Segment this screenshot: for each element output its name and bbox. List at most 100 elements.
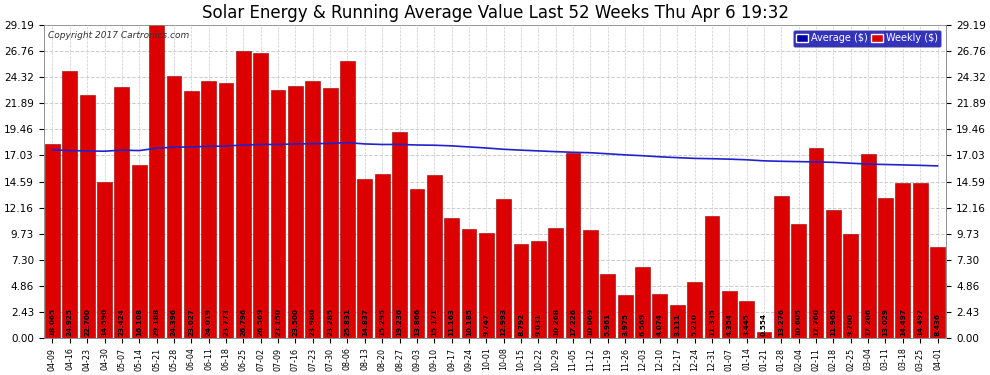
Bar	[514, 244, 529, 338]
Bar	[62, 71, 77, 338]
Bar	[756, 332, 771, 338]
Text: 15.171: 15.171	[432, 308, 438, 336]
Text: 10.605: 10.605	[796, 308, 802, 336]
Bar	[860, 153, 875, 338]
Bar	[201, 81, 216, 338]
Bar	[687, 282, 702, 338]
Bar	[705, 216, 720, 338]
Bar	[913, 183, 928, 338]
Text: 23.027: 23.027	[188, 309, 194, 336]
Text: 11.163: 11.163	[448, 308, 454, 336]
Text: 8.792: 8.792	[518, 313, 524, 336]
Bar	[670, 304, 685, 338]
Bar	[843, 234, 858, 338]
Bar	[132, 165, 147, 338]
Text: 29.188: 29.188	[153, 308, 159, 336]
Text: 22.700: 22.700	[84, 309, 90, 336]
Text: 23.773: 23.773	[223, 309, 229, 336]
Text: 9.747: 9.747	[483, 314, 489, 336]
Bar	[479, 233, 494, 338]
Text: 14.497: 14.497	[900, 308, 906, 336]
Text: 10.268: 10.268	[552, 308, 558, 336]
Text: 13.866: 13.866	[414, 308, 420, 336]
Text: 4.074: 4.074	[657, 314, 663, 336]
Text: 3.445: 3.445	[743, 314, 749, 336]
Bar	[115, 87, 130, 338]
Legend: Average ($), Weekly ($): Average ($), Weekly ($)	[793, 30, 941, 47]
Bar	[323, 88, 338, 338]
Text: 13.029: 13.029	[882, 308, 888, 336]
Bar	[375, 174, 390, 338]
Bar	[80, 94, 94, 338]
Text: 24.396: 24.396	[171, 308, 177, 336]
Bar	[791, 224, 806, 338]
Bar	[341, 61, 354, 338]
Bar	[565, 153, 580, 338]
Bar	[427, 176, 442, 338]
Bar	[270, 90, 285, 338]
Bar	[357, 179, 372, 338]
Bar	[46, 144, 59, 338]
Text: 24.925: 24.925	[66, 308, 73, 336]
Text: 9.031: 9.031	[536, 314, 542, 336]
Text: 10.069: 10.069	[587, 308, 593, 336]
Text: 9.700: 9.700	[847, 314, 853, 336]
Text: 26.796: 26.796	[241, 308, 247, 336]
Text: 17.760: 17.760	[813, 308, 819, 336]
Bar	[253, 53, 268, 338]
Bar	[636, 267, 649, 338]
Bar	[878, 198, 893, 338]
Text: Copyright 2017 Cartronics.com: Copyright 2017 Cartronics.com	[49, 32, 189, 40]
Bar	[652, 294, 667, 338]
Text: 4.354: 4.354	[727, 314, 733, 336]
Bar	[531, 241, 545, 338]
Text: 13.276: 13.276	[778, 308, 784, 336]
Bar	[166, 76, 181, 338]
Text: 11.965: 11.965	[831, 308, 837, 336]
Bar	[600, 274, 615, 338]
Bar	[461, 229, 476, 338]
Bar	[392, 132, 407, 338]
Bar	[809, 148, 824, 338]
Bar	[219, 83, 234, 338]
Bar	[236, 51, 250, 338]
Bar	[288, 86, 303, 338]
Bar	[184, 91, 199, 338]
Bar	[445, 218, 459, 338]
Bar	[548, 228, 563, 338]
Bar	[896, 183, 910, 338]
Text: 14.837: 14.837	[361, 308, 368, 336]
Bar	[618, 295, 633, 338]
Bar	[583, 230, 598, 338]
Text: 16.108: 16.108	[137, 308, 143, 336]
Text: 3.975: 3.975	[622, 313, 629, 336]
Text: 3.111: 3.111	[674, 314, 680, 336]
Bar	[826, 210, 841, 338]
Text: 14.497: 14.497	[917, 308, 924, 336]
Text: 23.424: 23.424	[119, 309, 125, 336]
Text: 25.831: 25.831	[345, 308, 350, 336]
Bar	[931, 248, 944, 338]
Text: 23.285: 23.285	[327, 308, 333, 336]
Bar	[722, 291, 737, 338]
Text: 19.236: 19.236	[397, 308, 403, 336]
Text: 8.436: 8.436	[935, 313, 940, 336]
Text: 0.554: 0.554	[761, 313, 767, 336]
Text: 6.569: 6.569	[640, 313, 645, 336]
Bar	[97, 182, 112, 338]
Bar	[305, 81, 320, 338]
Text: 23.980: 23.980	[310, 308, 316, 336]
Text: 24.019: 24.019	[206, 308, 212, 336]
Text: 11.335: 11.335	[709, 308, 715, 336]
Bar	[149, 25, 164, 338]
Text: 15.295: 15.295	[379, 308, 385, 336]
Bar	[774, 196, 789, 338]
Text: 23.500: 23.500	[292, 308, 298, 336]
Text: 10.185: 10.185	[466, 308, 472, 336]
Title: Solar Energy & Running Average Value Last 52 Weeks Thu Apr 6 19:32: Solar Energy & Running Average Value Las…	[202, 4, 788, 22]
Bar	[740, 301, 754, 338]
Text: 26.569: 26.569	[257, 308, 263, 336]
Text: 14.590: 14.590	[102, 308, 108, 336]
Text: 5.961: 5.961	[605, 313, 611, 336]
Text: 5.210: 5.210	[692, 314, 698, 336]
